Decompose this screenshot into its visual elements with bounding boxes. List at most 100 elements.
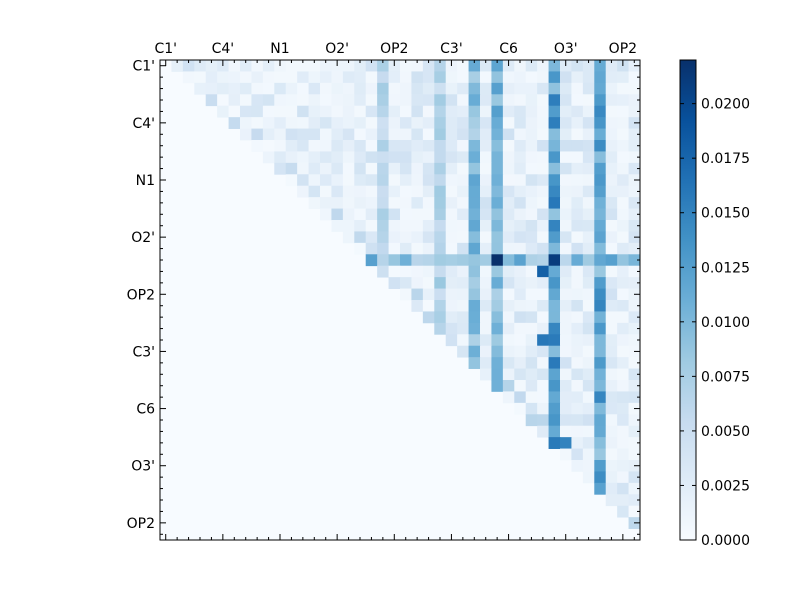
heatmap-cell (262, 60, 275, 72)
heatmap-cell (514, 117, 527, 129)
heatmap-cell (617, 140, 629, 152)
heatmap-cell (617, 265, 629, 278)
heatmap-cell (262, 94, 275, 107)
heatmap-cell (582, 277, 595, 289)
heatmap-cell (548, 414, 561, 427)
heatmap-cell (205, 94, 218, 107)
heatmap-cell (628, 368, 641, 381)
heatmap-cell (571, 288, 584, 301)
heatmap-cell (457, 71, 469, 84)
heatmap-cell (548, 368, 561, 381)
heatmap-cell (285, 82, 298, 95)
heatmap-cell (605, 162, 618, 175)
heatmap-cell (582, 425, 595, 438)
heatmap-cell (228, 117, 241, 129)
heatmap-cell (525, 402, 538, 415)
heatmap-cell (537, 128, 549, 141)
heatmap-cell (354, 140, 367, 152)
heatmap-cell (491, 277, 504, 289)
heatmap-cell (537, 197, 549, 209)
heatmap-cell (342, 231, 355, 244)
heatmap-cell (491, 334, 504, 347)
heatmap-cell (560, 448, 572, 461)
heatmap-cell (297, 105, 309, 118)
heatmap-cell (628, 185, 641, 198)
heatmap-cell (308, 197, 321, 209)
y-tick-label: C1' (132, 59, 155, 75)
heatmap-cell (582, 345, 595, 358)
heatmap-cell (617, 391, 629, 404)
heatmap-cell (628, 300, 641, 312)
colorbar-tick-label: 0.0100 (701, 315, 750, 331)
heatmap-cell (445, 254, 458, 267)
heatmap-cell (354, 185, 367, 198)
heatmap-cell (434, 174, 447, 187)
heatmap-cell (297, 71, 309, 84)
heatmap-cell (582, 208, 595, 221)
heatmap-cell (514, 402, 527, 415)
heatmap-cell (445, 277, 458, 289)
heatmap-cell (354, 105, 367, 118)
heatmap-cell (251, 60, 264, 72)
heatmap-cell (354, 174, 367, 187)
heatmap-cell (514, 162, 527, 175)
heatmap-cell (434, 208, 447, 221)
heatmap-cell (422, 254, 435, 267)
heatmap-cell (628, 220, 641, 232)
heatmap-cell (274, 71, 287, 84)
heatmap-cell (617, 242, 629, 255)
heatmap-cell (377, 197, 389, 209)
heatmap-cell (537, 60, 549, 72)
heatmap-cell (571, 345, 584, 358)
heatmap-cell (422, 94, 435, 107)
heatmap-cell (491, 82, 504, 95)
heatmap-cell (525, 60, 538, 72)
heatmap-cell (400, 94, 412, 107)
heatmap-cell (594, 402, 607, 415)
heatmap-cell (605, 448, 618, 461)
heatmap-cell (525, 117, 538, 129)
heatmap-cell (502, 128, 515, 141)
heatmap-cell (342, 185, 355, 198)
heatmap-cell (594, 380, 607, 392)
heatmap-cell (480, 220, 492, 232)
heatmap-cell (491, 231, 504, 244)
heatmap-cell (628, 197, 641, 209)
heatmap-cell (525, 197, 538, 209)
heatmap-cell (502, 151, 515, 164)
heatmap-cell (285, 117, 298, 129)
heatmap-cell (331, 174, 344, 187)
heatmap-cell (434, 322, 447, 335)
heatmap-cell (491, 242, 504, 255)
heatmap-cell (628, 391, 641, 404)
heatmap-cell (445, 288, 458, 301)
heatmap-cell (525, 174, 538, 187)
heatmap-cell (434, 82, 447, 95)
heatmap-cell (525, 300, 538, 312)
heatmap-cell (354, 82, 367, 95)
x-tick-label: C6 (499, 41, 518, 57)
heatmap-cell (617, 402, 629, 415)
heatmap-cell (354, 117, 367, 129)
heatmap-cell (605, 140, 618, 152)
heatmap-cell (514, 208, 527, 221)
heatmap-cell (605, 437, 618, 449)
heatmap-cell (320, 60, 332, 72)
heatmap-cell (571, 391, 584, 404)
heatmap-cell (491, 254, 504, 267)
heatmap-cell (445, 208, 458, 221)
heatmap-cell (377, 162, 389, 175)
heatmap-cell (560, 128, 572, 141)
heatmap-cell (605, 117, 618, 129)
heatmap-cell (388, 151, 401, 164)
heatmap-cell (605, 288, 618, 301)
heatmap-cell (525, 380, 538, 392)
heatmap-cell (605, 460, 618, 472)
heatmap-cell (617, 425, 629, 438)
heatmap-cell (594, 414, 607, 427)
heatmap-cell (571, 174, 584, 187)
heatmap-cell (297, 60, 309, 72)
heatmap-cell (560, 242, 572, 255)
heatmap-cell (377, 94, 389, 107)
heatmap-cell (560, 220, 572, 232)
